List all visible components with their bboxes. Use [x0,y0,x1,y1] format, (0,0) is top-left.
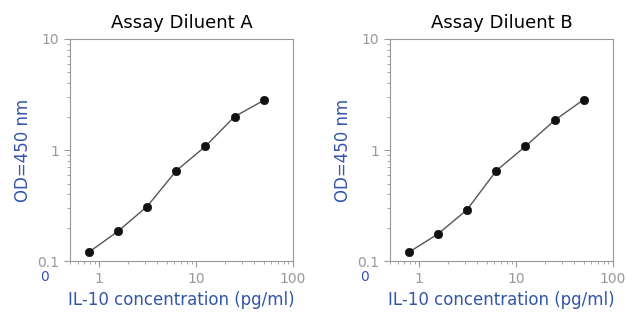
Y-axis label: OD=450 nm: OD=450 nm [334,99,352,202]
Title: Assay Diluent B: Assay Diluent B [431,14,572,32]
X-axis label: IL-10 concentration (pg/ml): IL-10 concentration (pg/ml) [388,291,614,309]
Y-axis label: OD=450 nm: OD=450 nm [14,99,32,202]
Title: Assay Diluent A: Assay Diluent A [111,14,252,32]
Text: 0: 0 [360,270,369,284]
X-axis label: IL-10 concentration (pg/ml): IL-10 concentration (pg/ml) [68,291,294,309]
Text: 0: 0 [40,270,49,284]
